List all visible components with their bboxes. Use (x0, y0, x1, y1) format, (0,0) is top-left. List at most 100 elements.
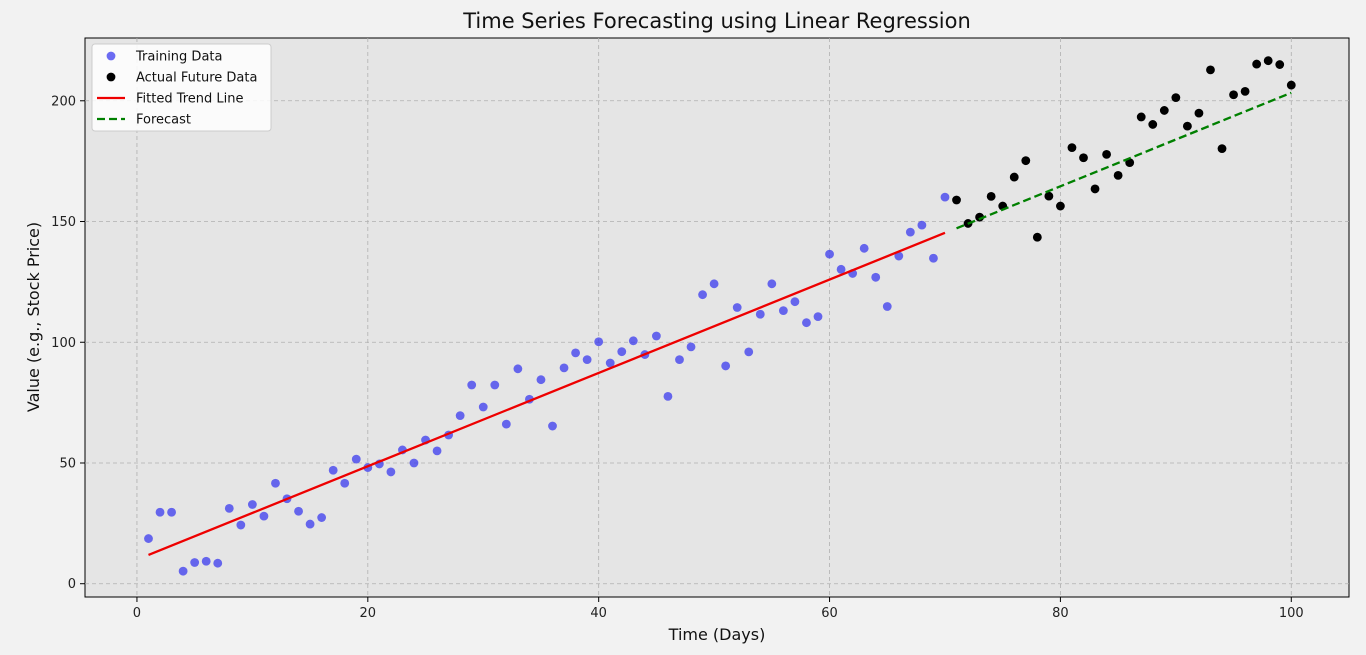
training-data-point (305, 519, 315, 529)
training-data-point (871, 272, 881, 282)
training-data-point (247, 500, 257, 509)
x-axis-label: Time (Days) (668, 625, 766, 644)
forecast-line (956, 91, 1292, 230)
training-data-point (271, 478, 280, 488)
actual-future-data-point (1171, 93, 1181, 103)
training-data-point (201, 556, 211, 566)
training-data-point (663, 391, 673, 401)
training-data-point (594, 337, 604, 347)
legend-marker-actual-future-data (106, 72, 116, 82)
training-data-point (213, 558, 223, 568)
training-data-point (190, 558, 200, 567)
training-data-point (917, 220, 927, 230)
actual-future-data-point (1067, 143, 1077, 153)
training-data-point (905, 227, 915, 237)
legend-box (91, 43, 272, 132)
actual-future-data-point (1032, 232, 1042, 242)
legend-marker-training-data (106, 51, 116, 61)
training-data-point (802, 318, 811, 328)
actual-future-data-point (1217, 144, 1227, 153)
training-data-point (155, 507, 165, 517)
legend-label-training-data: Training Data (135, 50, 222, 65)
y-tick-label: 50 (59, 456, 76, 471)
actual-future-data-point (986, 192, 996, 201)
training-data-point (709, 279, 719, 289)
actual-future-data-point (1125, 158, 1135, 167)
training-data-point (559, 363, 569, 373)
training-data-point (836, 264, 846, 274)
legend-label-forecast: Forecast (136, 113, 191, 128)
training-data-point (744, 347, 754, 357)
x-tick-label: 40 (590, 606, 607, 621)
training-data-point (455, 411, 465, 421)
actual-future-data-point (1009, 172, 1019, 182)
actual-future-data-point (1240, 86, 1250, 96)
training-data-point (144, 534, 153, 543)
training-data-point (825, 249, 834, 259)
training-data-point (224, 503, 234, 513)
training-data-point (790, 297, 800, 307)
y-tick-label: 0 (68, 577, 76, 592)
training-data-point (317, 513, 327, 522)
x-tick-label: 20 (360, 606, 377, 621)
training-data-point (178, 566, 188, 576)
training-data-point (259, 511, 269, 521)
training-data-point (755, 309, 765, 319)
training-data-point (628, 336, 638, 346)
actual-future-data-point (1148, 120, 1158, 129)
legend-label-actual-future-data: Actual Future Data (136, 71, 257, 86)
training-data-point (721, 361, 731, 371)
actual-future-data-point (1090, 184, 1100, 194)
x-tick-label: 60 (821, 606, 838, 621)
grid-lines (85, 38, 1349, 597)
actual-future-data-point (1286, 80, 1296, 90)
x-axis-ticks: 0 20 40 60 80 100 (133, 597, 1304, 621)
actual-future-data-point (1229, 90, 1238, 100)
actual-future-data-point (1056, 201, 1065, 211)
training-data-point (294, 506, 303, 516)
training-data-point (940, 192, 950, 202)
y-axis-ticks: 0 50 100 150 200 (51, 94, 85, 592)
training-data-point (732, 303, 742, 312)
actual-future-data-point (1136, 112, 1146, 122)
actual-future-data-point (1102, 149, 1111, 159)
training-data-point (490, 380, 500, 390)
plot-area (84, 37, 1350, 598)
training-data-point (351, 454, 361, 464)
y-tick-label: 150 (51, 215, 76, 230)
actual-future-data-point (1079, 153, 1088, 163)
training-data-point (328, 465, 338, 475)
actual-future-data-point (1194, 108, 1204, 118)
training-data-point (548, 421, 557, 431)
training-data-point (582, 355, 592, 365)
training-data-point (236, 520, 246, 530)
training-data-point (882, 302, 892, 311)
y-tick-label: 200 (51, 94, 76, 109)
x-tick-label: 100 (1279, 606, 1304, 621)
actual-future-data-point (1275, 60, 1285, 69)
training-data-point (894, 251, 904, 261)
chart-marks (144, 56, 1296, 576)
training-data-point (651, 331, 661, 341)
y-tick-label: 100 (51, 336, 76, 351)
training-data-point (813, 312, 823, 322)
legend: Training Data Actual Future Data Fitted Tr… (91, 43, 272, 132)
training-data-point (778, 306, 788, 316)
y-axis-label: Value (e.g., Stock Price) (24, 222, 43, 412)
training-data-point (605, 358, 615, 368)
training-data-point (409, 458, 419, 468)
training-data-point (501, 419, 511, 429)
actual-future-data-point (1044, 191, 1054, 201)
training-data-point (467, 380, 477, 390)
actual-future-data-point (1206, 65, 1215, 75)
training-data-point (167, 507, 176, 517)
training-data-point (571, 348, 580, 358)
training-data-point (675, 355, 684, 365)
x-tick-label: 0 (133, 606, 141, 621)
training-data-point (478, 402, 488, 412)
actual-future-data-point (1252, 59, 1262, 69)
training-data-point (386, 467, 396, 477)
training-data-point (698, 290, 707, 300)
chart-title: Time Series Forecasting using Linear Reg… (462, 9, 971, 33)
